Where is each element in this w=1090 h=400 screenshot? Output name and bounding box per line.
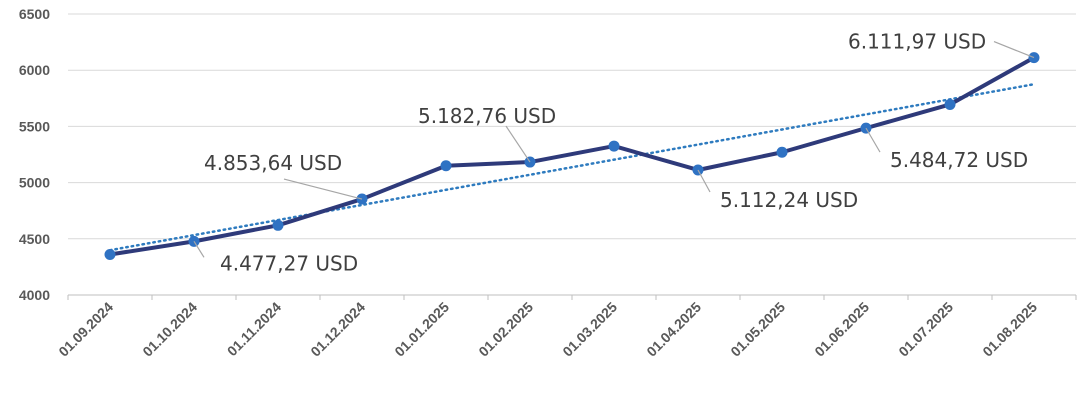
data-point — [272, 219, 284, 231]
y-tick-label: 4500 — [19, 231, 50, 247]
trendline — [108, 82, 1036, 252]
trendline-group — [108, 82, 1036, 252]
grid-lines — [68, 13, 1076, 240]
data-label: 5.112,24 USD — [720, 188, 858, 212]
data-point — [104, 249, 116, 261]
data-point — [440, 160, 452, 172]
data-label: 4.853,64 USD — [204, 151, 342, 175]
series-line — [109, 55, 1035, 257]
y-tick-label: 5000 — [19, 175, 50, 191]
x-tick-label: 01.03.2025 — [559, 299, 620, 360]
y-axis-ticks: 4000 4500 5000 5500 6000 6500 — [19, 6, 50, 303]
x-tick-label: 01.02.2025 — [475, 299, 536, 360]
x-tick-label: 01.04.2025 — [643, 299, 704, 360]
data-label: 5.484,72 USD — [890, 148, 1028, 172]
data-point — [944, 98, 956, 110]
data-label: 4.477,27 USD — [220, 251, 358, 275]
data-point — [608, 140, 620, 152]
y-tick-label: 4000 — [19, 287, 50, 303]
x-tick-label: 01.06.2025 — [811, 299, 872, 360]
x-tick-label: 01.09.2024 — [55, 299, 116, 360]
data-label-leader — [283, 178, 363, 200]
data-label-leader — [505, 125, 531, 163]
data-label-leader — [865, 127, 881, 153]
data-label: 5.182,76 USD — [418, 104, 556, 128]
x-tick-label: 01.01.2025 — [391, 299, 452, 360]
x-tick-label: 01.05.2025 — [727, 299, 788, 360]
data-point — [776, 146, 788, 158]
data-labels: 4.477,27 USD 4.853,64 USD 5.182,76 USD 5.11… — [193, 30, 1035, 275]
data-label-leader — [697, 169, 711, 193]
x-axis-ticks: 01.09.2024 01.10.2024 01.11.2024 01.12.2024… — [55, 299, 1040, 360]
data-label-leader — [193, 241, 205, 258]
y-tick-label: 6500 — [19, 6, 50, 22]
x-tick-label: 01.10.2024 — [139, 299, 200, 360]
y-tick-label: 5500 — [19, 118, 50, 134]
x-tick-label: 01.08.2025 — [979, 299, 1040, 360]
y-tick-label: 6000 — [19, 62, 50, 78]
x-axis-tick-marks — [67, 295, 1077, 300]
x-tick-label: 01.12.2024 — [307, 299, 368, 360]
series-group — [109, 55, 1035, 257]
x-tick-label: 01.07.2025 — [895, 299, 956, 360]
x-tick-label: 01.11.2024 — [224, 299, 284, 359]
data-label-leader — [993, 41, 1035, 59]
data-label: 6.111,97 USD — [848, 30, 986, 54]
